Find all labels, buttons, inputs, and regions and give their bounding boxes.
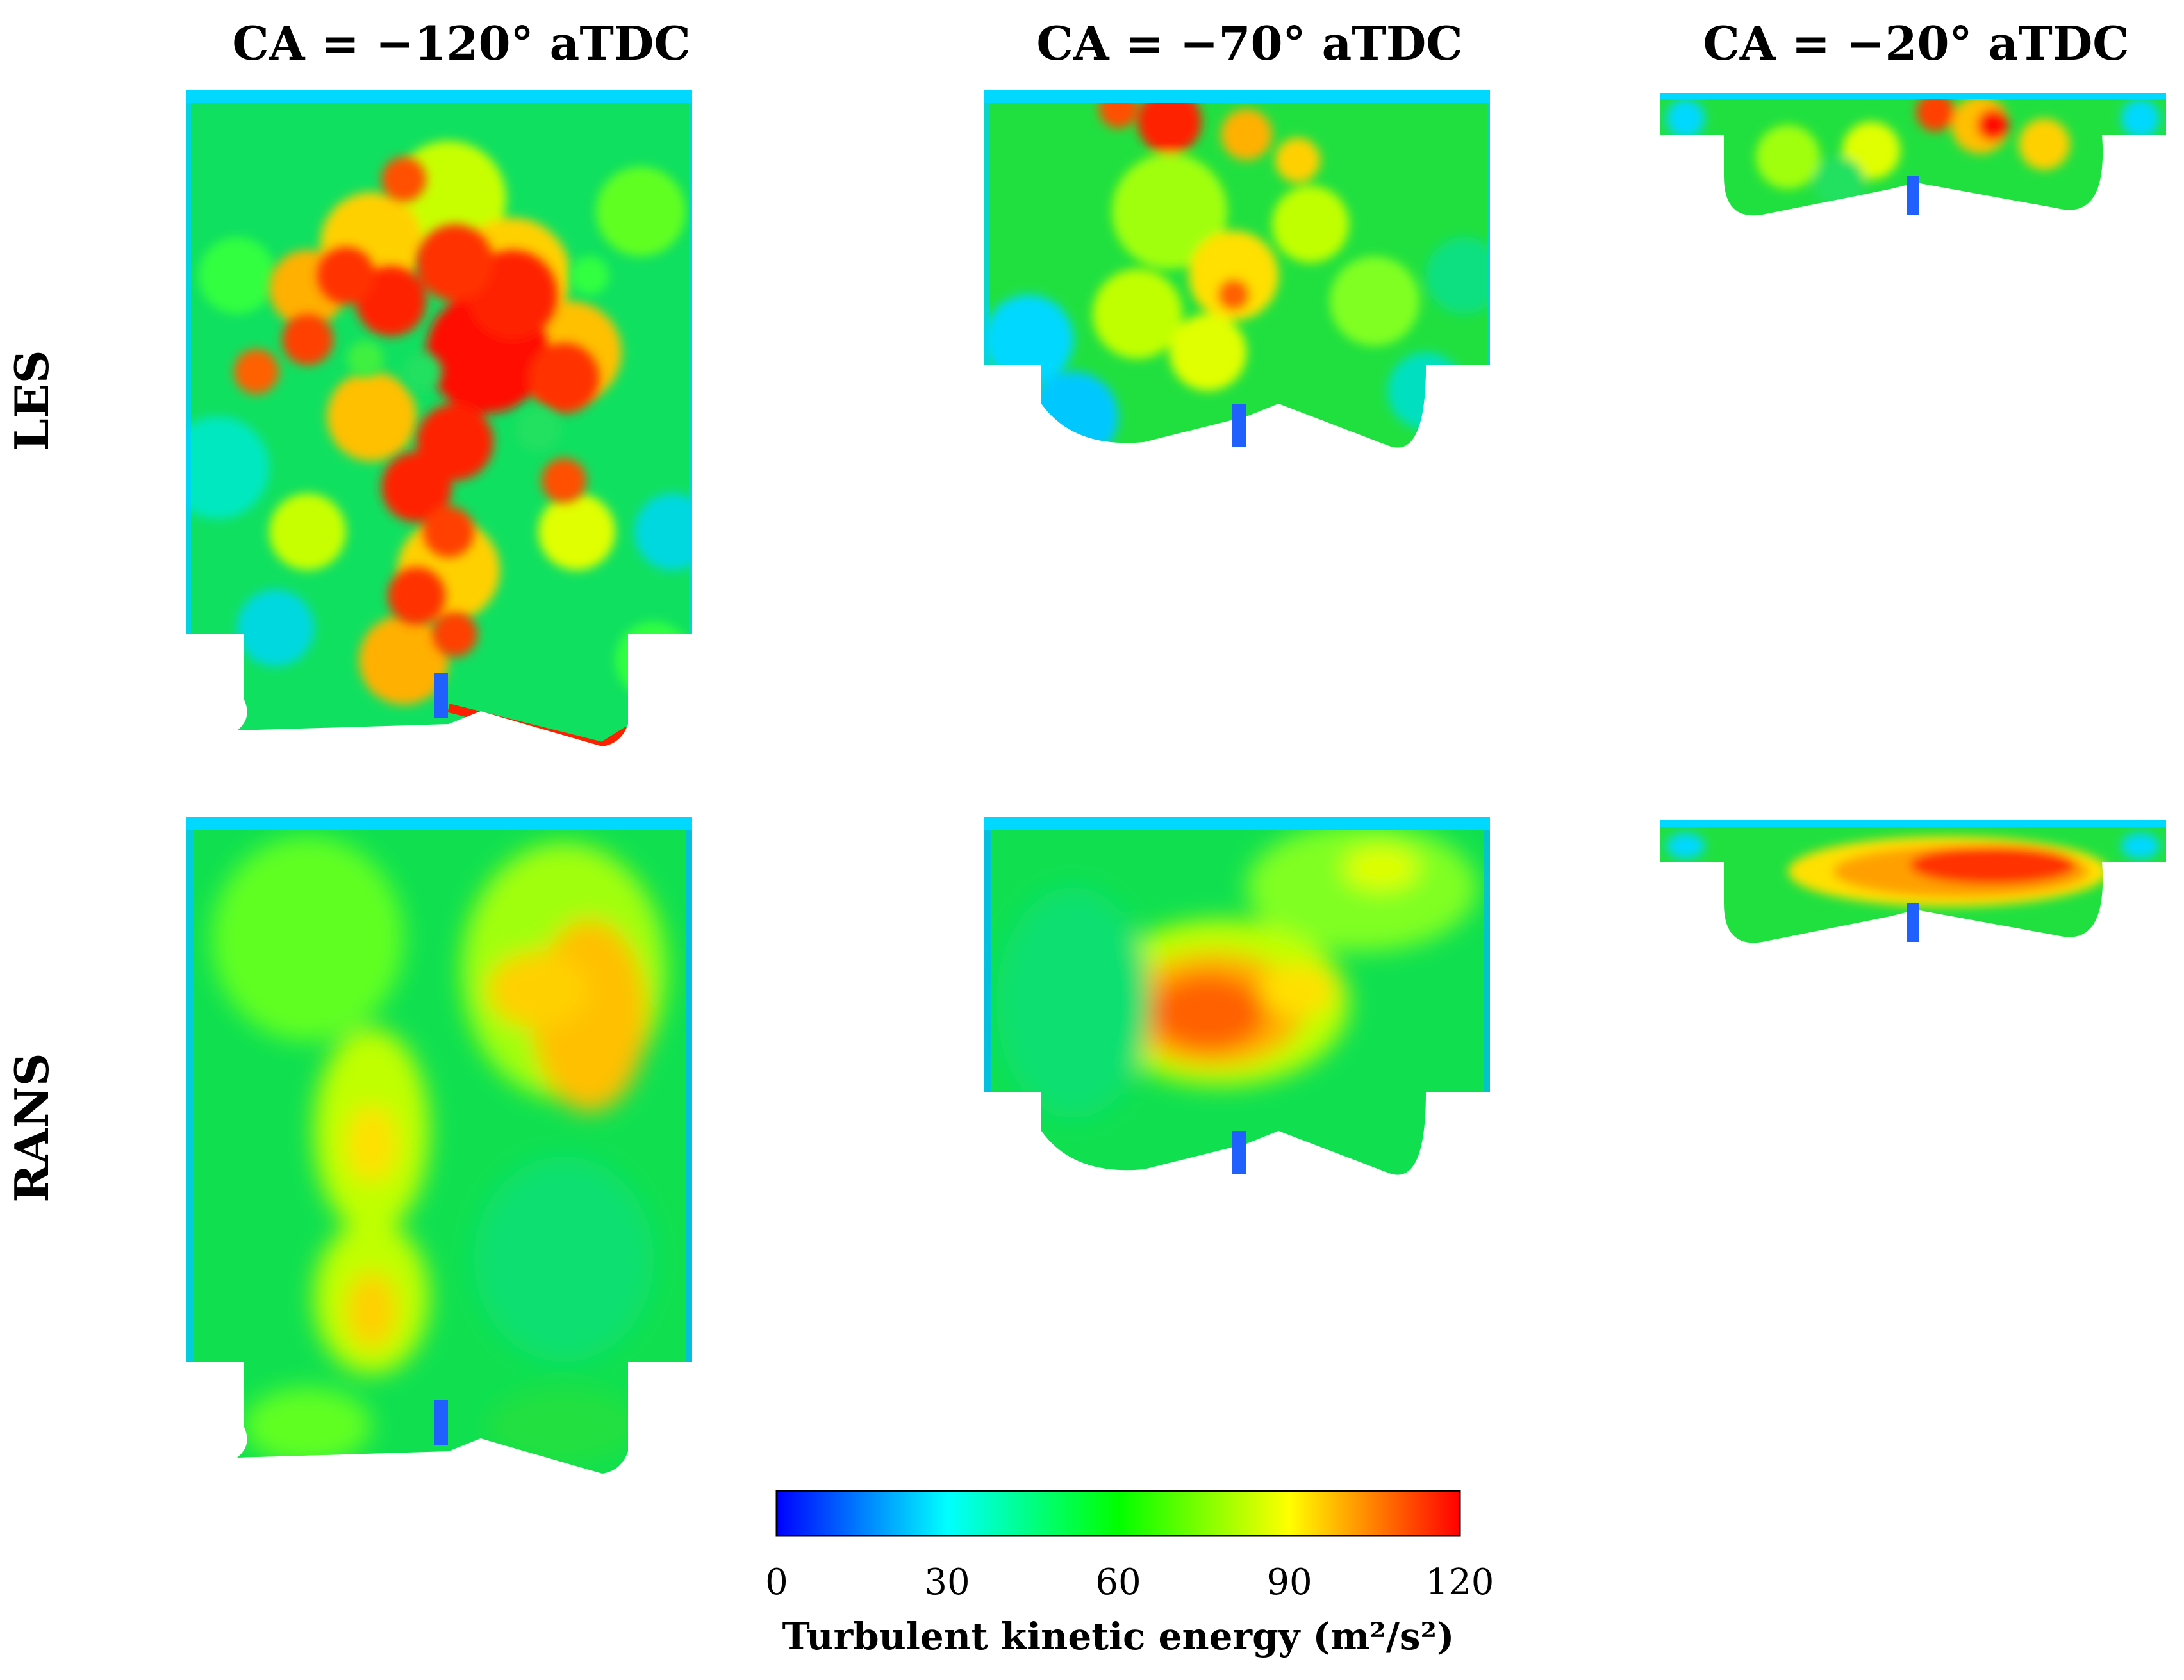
column-title-20: CA = −20° aTDC (1703, 16, 2130, 70)
colorbar-tick-0: 0 (765, 1561, 788, 1603)
les-field-ca-120 (186, 90, 692, 746)
colorbar (775, 1490, 1461, 1537)
column-title-70: CA = −70° aTDC (1036, 16, 1463, 70)
row-label-les: LES (4, 350, 59, 451)
colorbar-tick-90: 90 (1266, 1561, 1312, 1603)
colorbar-tick-120: 120 (1425, 1561, 1494, 1603)
les-field-ca-70 (984, 90, 1490, 448)
les-field-ca-20 (1660, 93, 2166, 216)
colorbar-tick-30: 30 (924, 1561, 970, 1603)
colorbar-tick-60: 60 (1095, 1561, 1141, 1603)
row-label-rans: RANS (4, 1053, 59, 1203)
rans-field-ca-20 (1660, 820, 2166, 943)
column-title-120: CA = −120° aTDC (232, 16, 691, 70)
colorbar-label: Turbulent kinetic energy (m²/s²) (782, 1615, 1455, 1658)
rans-field-ca-120 (186, 817, 692, 1474)
colorbar-gradient (775, 1490, 1461, 1537)
rans-field-ca-70 (984, 817, 1490, 1175)
